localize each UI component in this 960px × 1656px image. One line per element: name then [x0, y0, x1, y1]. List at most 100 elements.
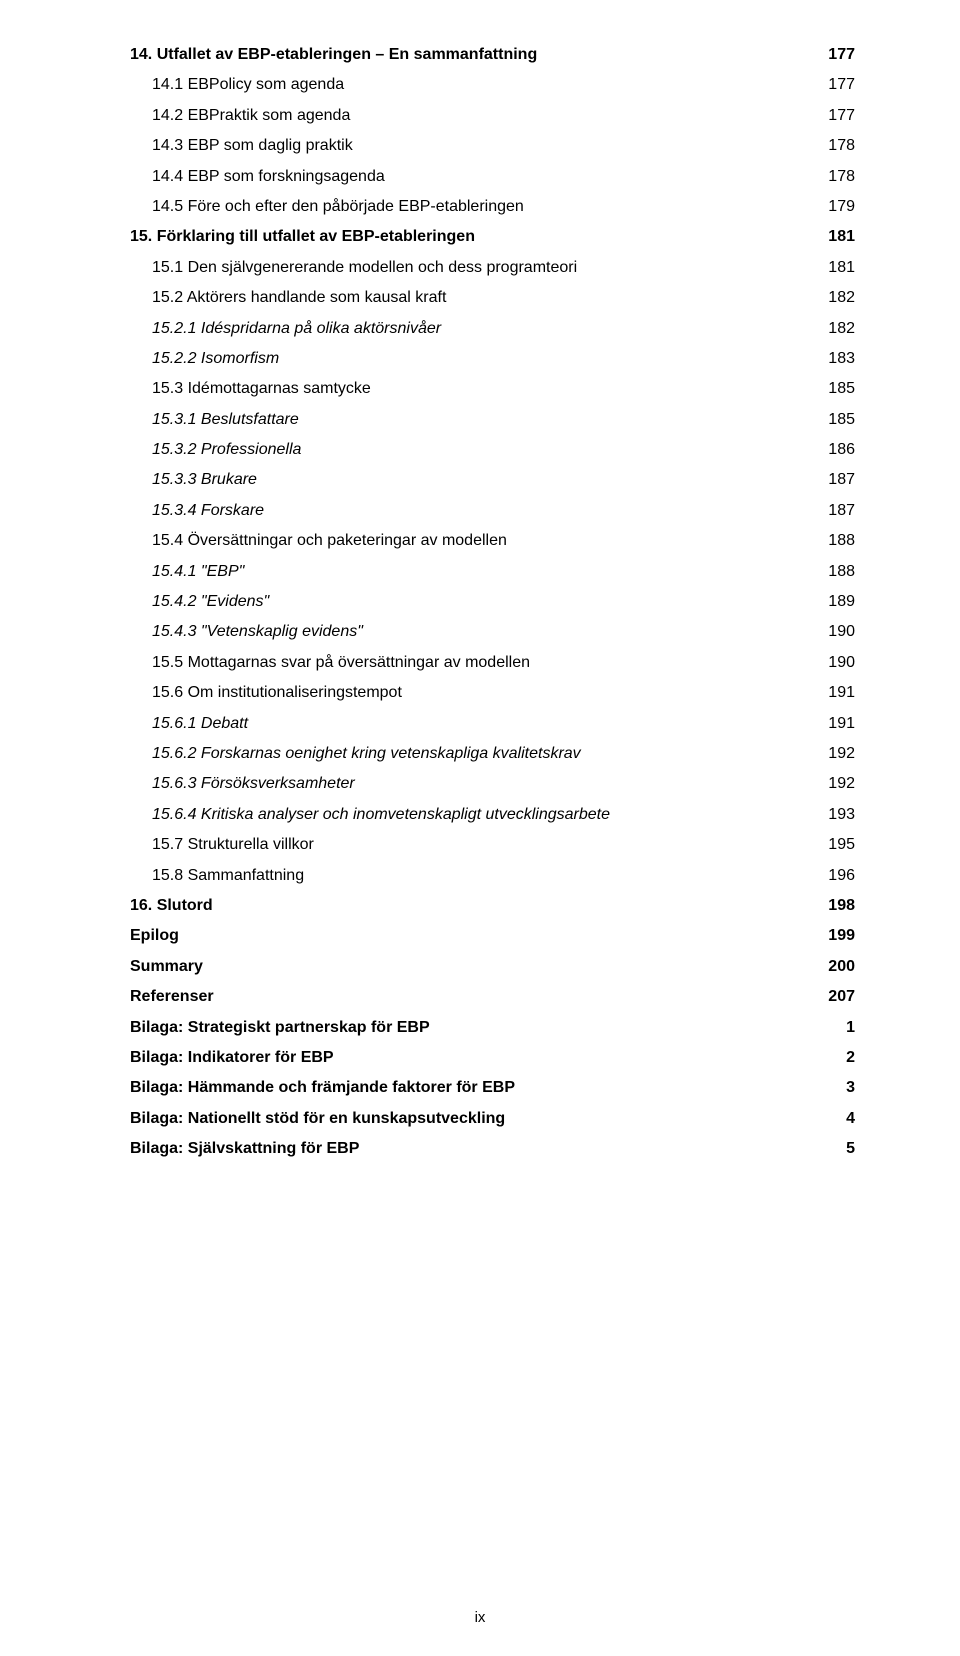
toc-entry-title: Bilaga: Nationellt stöd för en kunskapsu… — [130, 1104, 815, 1134]
toc-entry-title: Summary — [130, 952, 815, 982]
toc-entry: 14.3 EBP som daglig praktik178 — [130, 131, 855, 161]
toc-entry-page: 185 — [815, 374, 855, 404]
toc-entry-title: 15.4.1 "EBP" — [152, 557, 815, 587]
toc-entry-title: 15.6.3 Försöksverksamheter — [152, 769, 815, 799]
toc-entry-title: 15.3.2 Professionella — [152, 435, 815, 465]
toc-entry-page: 190 — [815, 648, 855, 678]
toc-entry: Bilaga: Strategiskt partnerskap för EBP1 — [130, 1013, 855, 1043]
toc-entry-page: 178 — [815, 162, 855, 192]
toc-entry-page: 193 — [815, 800, 855, 830]
toc-entry-title: 15.3 Idémottagarnas samtycke — [152, 374, 815, 404]
toc-entry: Bilaga: Nationellt stöd för en kunskapsu… — [130, 1104, 855, 1134]
toc-entry-title: Epilog — [130, 921, 815, 951]
toc-entry: 15.3.2 Professionella186 — [130, 435, 855, 465]
toc-entry-title: 15.7 Strukturella villkor — [152, 830, 815, 860]
toc-entry-page: 177 — [815, 40, 855, 70]
toc-entry: 15.3.1 Beslutsfattare185 — [130, 405, 855, 435]
toc-entry-page: 196 — [815, 861, 855, 891]
toc-entry-page: 190 — [815, 617, 855, 647]
toc-entry-title: 15.3.1 Beslutsfattare — [152, 405, 815, 435]
toc-entry: 15.6.3 Försöksverksamheter192 — [130, 769, 855, 799]
toc-entry-title: 15.4.2 "Evidens" — [152, 587, 815, 617]
toc-entry-page: 182 — [815, 283, 855, 313]
toc-entry: 15.7 Strukturella villkor195 — [130, 830, 855, 860]
toc-entry-page: 188 — [815, 557, 855, 587]
toc-entry-page: 179 — [815, 192, 855, 222]
toc-entry-page: 2 — [815, 1043, 855, 1073]
toc-entry-page: 185 — [815, 405, 855, 435]
toc-entry-page: 187 — [815, 496, 855, 526]
toc-entry: 15.3.3 Brukare187 — [130, 465, 855, 495]
toc-entry-title: Referenser — [130, 982, 815, 1012]
toc-entry-title: 15.8 Sammanfattning — [152, 861, 815, 891]
toc-entry-title: 15.2.1 Idéspridarna på olika aktörsnivåe… — [152, 314, 815, 344]
toc-entry-page: 192 — [815, 769, 855, 799]
toc-entry-title: 15. Förklaring till utfallet av EBP-etab… — [130, 222, 815, 252]
toc-entry-page: 178 — [815, 131, 855, 161]
toc-entry-title: 15.6.1 Debatt — [152, 709, 815, 739]
toc-entry: 16. Slutord198 — [130, 891, 855, 921]
toc-entry-title: 15.4.3 "Vetenskaplig evidens" — [152, 617, 815, 647]
toc-entry: 15.2.1 Idéspridarna på olika aktörsnivåe… — [130, 314, 855, 344]
toc-entry-title: 14.3 EBP som daglig praktik — [152, 131, 815, 161]
toc-entry-page: 199 — [815, 921, 855, 951]
toc-entry: 15.3 Idémottagarnas samtycke185 — [130, 374, 855, 404]
toc-entry: 14.5 Före och efter den påbörjade EBP-et… — [130, 192, 855, 222]
toc-entry-title: 15.2 Aktörers handlande som kausal kraft — [152, 283, 815, 313]
toc-entry-title: Bilaga: Strategiskt partnerskap för EBP — [130, 1013, 815, 1043]
toc-entry-title: Bilaga: Självskattning för EBP — [130, 1134, 815, 1164]
toc-entry-title: 14.4 EBP som forskningsagenda — [152, 162, 815, 192]
toc-entry: 15.4 Översättningar och paketeringar av … — [130, 526, 855, 556]
toc-entry-title: 14.1 EBPolicy som agenda — [152, 70, 815, 100]
toc-entry: 15.6.4 Kritiska analyser och inomvetensk… — [130, 800, 855, 830]
toc-entry-page: 4 — [815, 1104, 855, 1134]
toc-entry-title: 15.1 Den självgenererande modellen och d… — [152, 253, 815, 283]
toc-entry-page: 191 — [815, 709, 855, 739]
toc-entry-title: Bilaga: Hämmande och främjande faktorer … — [130, 1073, 815, 1103]
toc-entry: 15.2.2 Isomorfism183 — [130, 344, 855, 374]
toc-entry: 15.3.4 Forskare187 — [130, 496, 855, 526]
toc-entry-title: 14.5 Före och efter den påbörjade EBP-et… — [152, 192, 815, 222]
toc-entry: 14. Utfallet av EBP-etableringen – En sa… — [130, 40, 855, 70]
toc-entry: Epilog199 — [130, 921, 855, 951]
toc-entry-page: 3 — [815, 1073, 855, 1103]
toc-entry: 15.4.1 "EBP"188 — [130, 557, 855, 587]
toc-entry-title: 16. Slutord — [130, 891, 815, 921]
toc-entry: 14.1 EBPolicy som agenda177 — [130, 70, 855, 100]
toc-entry-page: 200 — [815, 952, 855, 982]
toc-entry: 15.4.3 "Vetenskaplig evidens"190 — [130, 617, 855, 647]
toc-entry-title: 15.2.2 Isomorfism — [152, 344, 815, 374]
toc-entry-page: 186 — [815, 435, 855, 465]
toc-entry-title: 15.6 Om institutionaliseringstempot — [152, 678, 815, 708]
toc-entry-title: 15.6.2 Forskarnas oenighet kring vetensk… — [152, 739, 815, 769]
toc-entry: 15.1 Den självgenererande modellen och d… — [130, 253, 855, 283]
toc-entry-title: 15.3.4 Forskare — [152, 496, 815, 526]
toc-entry-page: 191 — [815, 678, 855, 708]
toc-entry-title: Bilaga: Indikatorer för EBP — [130, 1043, 815, 1073]
toc-entry-page: 195 — [815, 830, 855, 860]
page-number: ix — [0, 1609, 960, 1626]
toc-entry-title: 15.4 Översättningar och paketeringar av … — [152, 526, 815, 556]
toc-entry-page: 187 — [815, 465, 855, 495]
toc-entry: 15.4.2 "Evidens"189 — [130, 587, 855, 617]
toc-entry-title: 15.6.4 Kritiska analyser och inomvetensk… — [152, 800, 815, 830]
toc-entry: 15.2 Aktörers handlande som kausal kraft… — [130, 283, 855, 313]
toc-entry: 15.6.2 Forskarnas oenighet kring vetensk… — [130, 739, 855, 769]
toc-entry-page: 207 — [815, 982, 855, 1012]
toc-entry-page: 198 — [815, 891, 855, 921]
toc-entry-page: 182 — [815, 314, 855, 344]
toc-entry-title: 15.5 Mottagarnas svar på översättningar … — [152, 648, 815, 678]
toc-entry-page: 183 — [815, 344, 855, 374]
toc-entry-title: 15.3.3 Brukare — [152, 465, 815, 495]
toc-entry-page: 192 — [815, 739, 855, 769]
toc-entry-title: 14.2 EBPraktik som agenda — [152, 101, 815, 131]
toc-entry-page: 177 — [815, 70, 855, 100]
toc-entry: 15.6 Om institutionaliseringstempot191 — [130, 678, 855, 708]
toc-entry-page: 181 — [815, 222, 855, 252]
toc-entry-title: 14. Utfallet av EBP-etableringen – En sa… — [130, 40, 815, 70]
toc-entry-page: 1 — [815, 1013, 855, 1043]
toc-entry: 14.4 EBP som forskningsagenda178 — [130, 162, 855, 192]
toc-entry: 15.6.1 Debatt191 — [130, 709, 855, 739]
toc-entry-page: 5 — [815, 1134, 855, 1164]
toc-entry: 15. Förklaring till utfallet av EBP-etab… — [130, 222, 855, 252]
